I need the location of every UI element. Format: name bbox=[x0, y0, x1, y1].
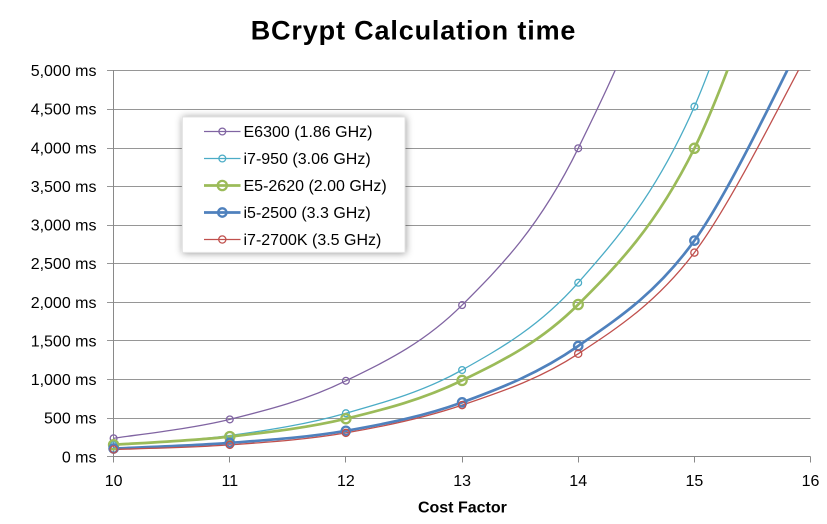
svg-text:10: 10 bbox=[105, 473, 123, 490]
svg-text:4,500 ms: 4,500 ms bbox=[31, 102, 97, 119]
svg-text:Cost Factor: Cost Factor bbox=[418, 500, 507, 517]
svg-text:2,000 ms: 2,000 ms bbox=[31, 295, 97, 312]
svg-text:14: 14 bbox=[569, 473, 587, 490]
svg-text:15: 15 bbox=[686, 473, 704, 490]
svg-text:5,000 ms: 5,000 ms bbox=[31, 63, 97, 80]
svg-text:3,000 ms: 3,000 ms bbox=[31, 218, 97, 235]
svg-text:13: 13 bbox=[453, 473, 471, 490]
svg-text:11: 11 bbox=[221, 473, 238, 490]
svg-text:i7-2700K (3.5 GHz): i7-2700K (3.5 GHz) bbox=[244, 232, 382, 249]
svg-text:3,500 ms: 3,500 ms bbox=[31, 179, 97, 196]
svg-text:16: 16 bbox=[802, 473, 820, 490]
svg-text:BCrypt Calculation time: BCrypt Calculation time bbox=[251, 16, 577, 46]
svg-text:500 ms: 500 ms bbox=[44, 411, 96, 428]
svg-text:4,000 ms: 4,000 ms bbox=[31, 140, 97, 157]
svg-text:i5-2500 (3.3 GHz): i5-2500 (3.3 GHz) bbox=[244, 205, 371, 222]
svg-text:1,500 ms: 1,500 ms bbox=[31, 333, 97, 350]
svg-text:E6300 (1.86 GHz): E6300 (1.86 GHz) bbox=[244, 124, 373, 141]
svg-text:i7-950 (3.06 GHz): i7-950 (3.06 GHz) bbox=[244, 151, 371, 168]
svg-text:E5-2620 (2.00 GHz): E5-2620 (2.00 GHz) bbox=[244, 178, 387, 195]
svg-text:12: 12 bbox=[337, 473, 355, 490]
svg-text:0 ms: 0 ms bbox=[62, 449, 97, 466]
svg-text:1,000 ms: 1,000 ms bbox=[31, 372, 97, 389]
svg-text:2,500 ms: 2,500 ms bbox=[31, 256, 97, 273]
